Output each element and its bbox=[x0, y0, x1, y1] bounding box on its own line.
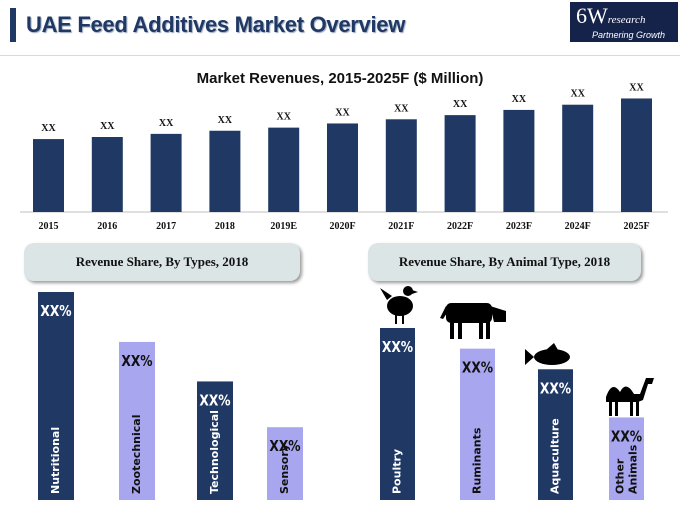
revenue-bar bbox=[621, 98, 652, 212]
revenue-tick-label: 2023F bbox=[506, 221, 532, 232]
revenue-data-label: XX bbox=[100, 121, 115, 132]
revenue-tick-label: 2015 bbox=[39, 221, 59, 232]
revenue-tick-label: 2018 bbox=[215, 221, 235, 232]
cow-icon bbox=[440, 303, 506, 339]
revenue-data-label: XX bbox=[41, 123, 56, 134]
revenue-bar bbox=[33, 139, 64, 212]
animal-bar bbox=[609, 417, 644, 500]
revenue-data-label: XX bbox=[335, 107, 350, 118]
animal-bar bbox=[380, 328, 415, 500]
animal-bar bbox=[538, 369, 573, 500]
revenue-bar bbox=[150, 133, 182, 212]
title-bar: UAE Feed Additives Market Overview bbox=[0, 0, 555, 46]
type-data-label: XX% bbox=[121, 353, 153, 370]
revenue-data-label: XX bbox=[629, 82, 644, 93]
animal-data-label: XX% bbox=[462, 360, 494, 377]
revenue-bar bbox=[268, 127, 300, 212]
revenue-tick-label: 2020F bbox=[329, 221, 355, 232]
chicken-icon bbox=[380, 286, 418, 324]
revenue-chart-title: Market Revenues, 2015-2025F ($ Million) bbox=[196, 70, 484, 87]
type-bar bbox=[267, 427, 303, 500]
revenue-bar bbox=[327, 123, 358, 212]
revenue-bar bbox=[503, 109, 535, 212]
revenue-data-label: XX bbox=[218, 115, 233, 126]
type-bar bbox=[119, 341, 155, 500]
revenue-bar bbox=[91, 137, 123, 212]
divider bbox=[0, 55, 680, 56]
revenue-tick-label: 2022F bbox=[447, 221, 473, 232]
revenue-data-label: XX bbox=[453, 99, 468, 110]
revenue-data-label: XX bbox=[512, 94, 527, 105]
type-category-label: Sensory bbox=[278, 444, 291, 494]
animal-category-label: Aquaculture bbox=[549, 418, 562, 494]
page-title: UAE Feed Additives Market Overview bbox=[26, 12, 406, 37]
revenue-data-label: XX bbox=[570, 89, 585, 100]
type-bar bbox=[38, 292, 74, 500]
animal-data-label: XX% bbox=[382, 339, 414, 356]
type-data-label: XX% bbox=[199, 392, 231, 409]
revenue-data-label: XX bbox=[159, 118, 174, 129]
animal-category-label: Poultry bbox=[391, 449, 404, 494]
animal-data-label: XX% bbox=[611, 428, 643, 445]
type-category-label: Technological bbox=[208, 410, 221, 494]
revenue-tick-label: 2017 bbox=[156, 221, 176, 232]
camel-icon bbox=[606, 378, 654, 416]
type-data-label: XX% bbox=[269, 438, 301, 455]
logo-mark: 6Wresearch bbox=[576, 3, 646, 28]
type-category-label: Zootechnical bbox=[130, 415, 143, 494]
revenue-tick-label: 2021F bbox=[388, 221, 414, 232]
type-bar bbox=[197, 381, 233, 500]
type-category-label: Nutritional bbox=[49, 427, 62, 494]
type-data-label: XX% bbox=[40, 303, 72, 320]
types-chart-title: Revenue Share, By Types, 2018 bbox=[24, 243, 300, 281]
title-accent bbox=[10, 8, 16, 42]
revenue-tick-label: 2025F bbox=[623, 221, 649, 232]
animal-category-label: Ruminants bbox=[471, 427, 484, 494]
revenue-chart: XX 2015 XX 2016 XX 2017 XX 2018 XX 2019E XX 2020F XX… bbox=[20, 82, 668, 232]
revenue-tick-label: 2019E bbox=[270, 221, 297, 232]
logo-tagline: Partnering Growth bbox=[592, 30, 666, 40]
revenue-bar bbox=[209, 130, 241, 212]
fish-icon bbox=[525, 343, 570, 365]
animal-bar bbox=[460, 348, 495, 500]
revenue-tick-label: 2024F bbox=[565, 221, 591, 232]
animal-chart-title: Revenue Share, By Animal Type, 2018 bbox=[368, 243, 641, 281]
company-logo: 6Wresearch Partnering Growth bbox=[570, 2, 678, 42]
animal-category-label: OtherAnimals bbox=[614, 444, 640, 494]
revenue-bar bbox=[562, 104, 594, 212]
animal-data-label: XX% bbox=[540, 380, 572, 397]
revenue-bar bbox=[444, 115, 476, 212]
revenue-tick-label: 2016 bbox=[97, 221, 117, 232]
revenue-data-label: XX bbox=[394, 103, 409, 114]
revenue-data-label: XX bbox=[276, 112, 291, 123]
revenue-bar bbox=[385, 119, 417, 212]
